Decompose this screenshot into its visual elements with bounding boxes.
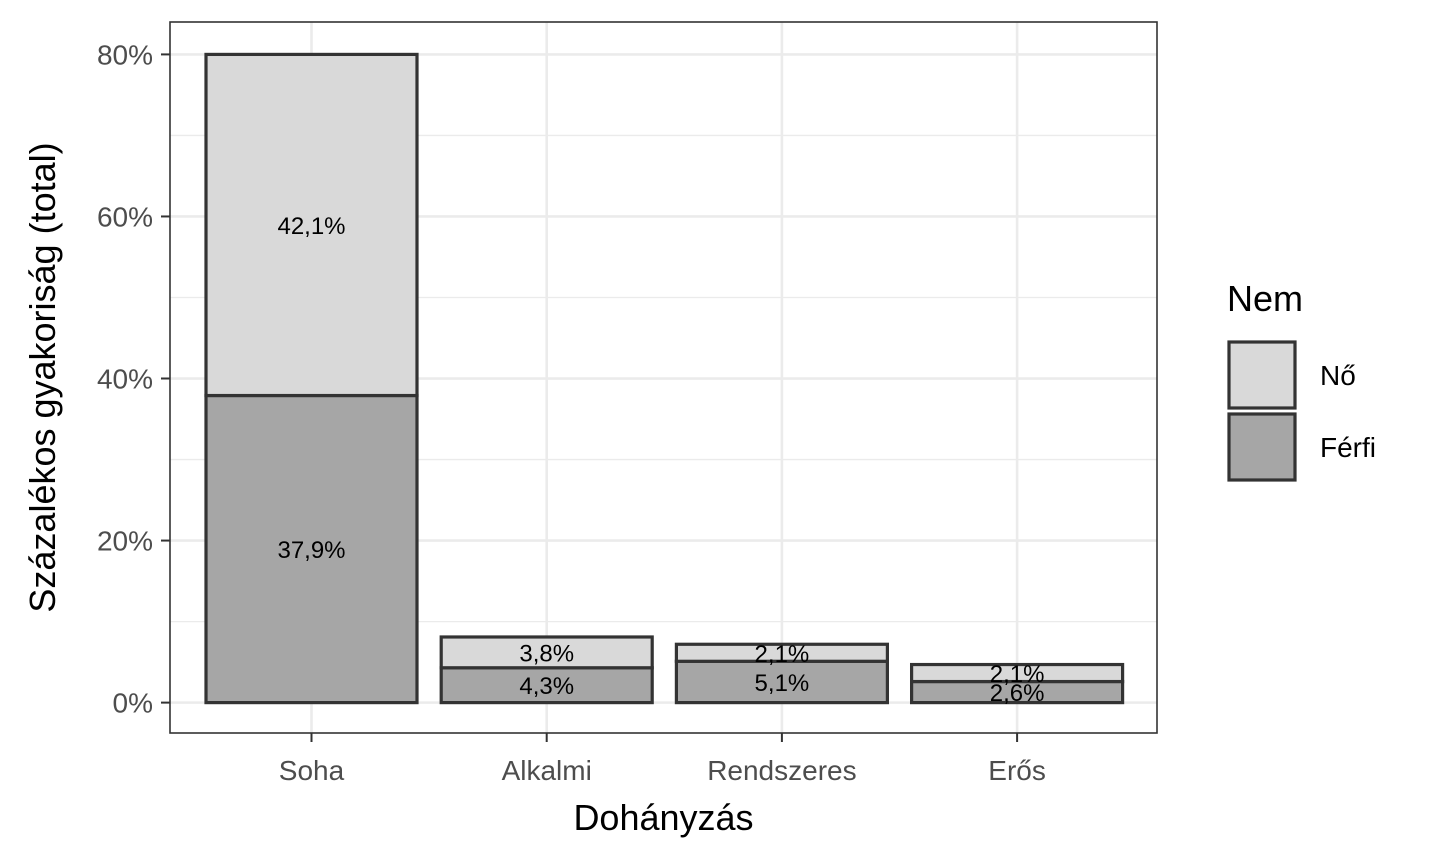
x-axis-title: Dohányzás	[573, 797, 753, 838]
y-axis: 0% 20% 40% 60% 80%	[97, 39, 170, 719]
x-tick-label: Alkalmi	[502, 755, 592, 786]
bar-data-label: 37,9%	[277, 537, 345, 564]
x-axis: Soha Alkalmi Rendszeres Erős	[279, 733, 1046, 786]
y-tick-label: 80%	[97, 39, 153, 70]
bar-data-label: 2,6%	[990, 680, 1045, 707]
x-tick-label: Erős	[988, 755, 1046, 786]
legend-key-swatch	[1227, 412, 1297, 482]
bar-data-label: 5,1%	[755, 670, 810, 697]
bar-data-label: 2,1%	[990, 661, 1045, 688]
bar-data-label: 3,8%	[519, 640, 574, 667]
panel-border	[169, 21, 1158, 734]
bar-data-label: 4,3%	[519, 673, 574, 700]
legend-entry-label: Férfi	[1320, 432, 1376, 463]
legend-entry-label: Nő	[1320, 360, 1356, 391]
bar-data-label: 2,1%	[755, 641, 810, 668]
y-tick-label: 0%	[113, 688, 153, 719]
bar-data-label: 42,1%	[277, 213, 345, 240]
x-tick-label: Soha	[279, 755, 345, 786]
bar-segment-f-rfi-rendszeres	[674, 659, 890, 705]
legend-title: Nem	[1227, 278, 1303, 319]
bar-segment-n--soha	[204, 52, 419, 398]
bar-labels-layer: 37,9%42,1%4,3%3,8%5,1%2,1%2,6%2,1%	[277, 213, 1044, 707]
y-tick-label: 20%	[97, 526, 153, 557]
y-tick-label: 60%	[97, 201, 153, 232]
bar-segment-f-rfi-alkalmi	[439, 666, 654, 705]
bar-segment-f-rfi-soha	[204, 393, 419, 705]
legend: Nem Nő Férfi	[1227, 278, 1376, 482]
bar-segment-n--alkalmi	[439, 635, 654, 670]
bar-segment-n--rendszeres	[674, 642, 890, 663]
x-tick-label: Rendszeres	[707, 755, 856, 786]
legend-key-swatch	[1227, 340, 1297, 410]
bars-layer	[204, 52, 1125, 705]
y-axis-title: Százalékos gyakoriság (total)	[22, 142, 63, 612]
bar-segment-n--er-s	[909, 662, 1125, 684]
y-tick-label: 40%	[97, 364, 153, 395]
